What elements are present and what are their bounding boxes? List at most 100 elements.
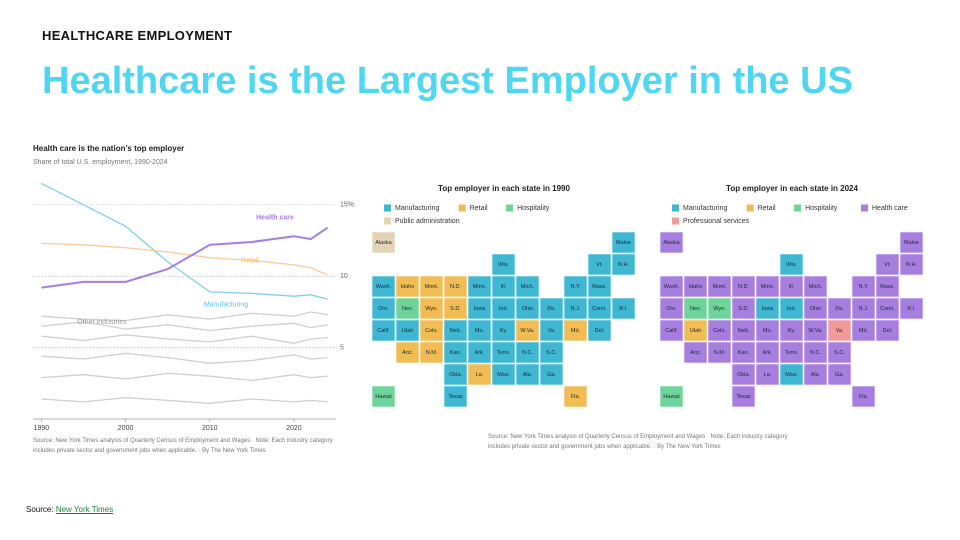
state-label: Mont. [425, 284, 439, 290]
state-tile [731, 341, 756, 364]
state-tile [899, 253, 924, 276]
state-tile [443, 363, 468, 386]
state-tile [563, 297, 588, 320]
state-label: Texas [448, 394, 463, 400]
x-tick-label: 2000 [118, 425, 134, 432]
state-label: Ala. [811, 372, 821, 378]
state-tile [539, 297, 564, 320]
state-tile [803, 275, 828, 298]
state-label: S.C. [546, 350, 557, 356]
state-label: Del. [883, 328, 893, 334]
footer: Source: New York Times [26, 505, 113, 514]
state-tile [731, 297, 756, 320]
state-tile [875, 253, 900, 276]
state-tile [371, 319, 396, 342]
state-label: Colo. [713, 328, 726, 334]
state-label: Conn. [592, 306, 607, 312]
state-tile [851, 275, 876, 298]
state-tile [755, 297, 780, 320]
state-tile [659, 275, 684, 298]
series-label: Retail [241, 257, 259, 264]
state-label: La. [476, 372, 484, 378]
state-label: Ohio [522, 306, 534, 312]
state-tile [659, 385, 684, 408]
state-tile [395, 341, 420, 364]
state-label: Ga. [835, 372, 844, 378]
state-tile [803, 319, 828, 342]
state-label: S.D. [450, 306, 461, 312]
state-tile [827, 297, 852, 320]
state-tile [851, 297, 876, 320]
state-tile [443, 275, 468, 298]
state-tile [443, 385, 468, 408]
legend-label: Hospitality [517, 205, 550, 212]
state-label: Md. [571, 328, 581, 334]
series-label: Manufacturing [204, 302, 248, 309]
state-label: N.M. [426, 350, 438, 356]
state-label: W.Va. [808, 328, 823, 334]
state-tile [827, 363, 852, 386]
state-tile [587, 253, 612, 276]
state-label: Utah [690, 328, 702, 334]
state-label: Va. [548, 328, 556, 334]
state-label: Pa. [835, 306, 844, 312]
state-label: Neb. [450, 328, 462, 334]
line [41, 372, 328, 382]
legend-label: Health care [872, 205, 908, 212]
state-tile [371, 297, 396, 320]
state-label: S.D. [738, 306, 749, 312]
state-label: N.J. [571, 306, 581, 312]
state-tile [563, 385, 588, 408]
state-label: N.D. [738, 284, 749, 290]
state-label: Wash. [376, 284, 392, 290]
state-tile [539, 363, 564, 386]
state-label: Ga. [547, 372, 556, 378]
state-tile [707, 341, 732, 364]
source-link[interactable]: New York Times [55, 505, 114, 514]
state-label: R.I. [907, 306, 916, 312]
x-tick-label: 1990 [34, 425, 50, 432]
state-label: Wyo. [713, 306, 726, 312]
state-tile [683, 341, 708, 364]
state-label: N.C. [810, 350, 821, 356]
state-tile [779, 253, 804, 276]
series-label: Other industries [77, 319, 127, 326]
state-tile [899, 231, 924, 254]
legend-label: Retail [758, 205, 776, 212]
state-tile [659, 319, 684, 342]
legend-swatch [672, 217, 679, 225]
x-tick-label: 2010 [202, 425, 218, 432]
state-tile [443, 341, 468, 364]
state-label: N.D. [450, 284, 461, 290]
legend-swatch [861, 204, 868, 212]
state-label: Maine [616, 240, 631, 246]
state-tile [611, 297, 636, 320]
state-tile [419, 341, 444, 364]
state-label: Alaska [663, 240, 680, 246]
legend-label: Hospitality [805, 205, 838, 212]
legend-label: Manufacturing [683, 205, 727, 212]
state-label: Alaska [375, 240, 392, 246]
state-tile [755, 275, 780, 298]
state-tile [467, 275, 492, 298]
state-tile [875, 297, 900, 320]
state-tile [731, 319, 756, 342]
state-label: Ariz. [402, 350, 413, 356]
legend-label: Retail [470, 205, 488, 212]
state-tile [803, 297, 828, 320]
state-label: Va. [836, 328, 844, 334]
legend-swatch [384, 217, 391, 225]
maps-source-note: Source: New York Times analysis of Quart… [488, 434, 788, 450]
state-label: Mich. [809, 284, 823, 290]
state-tile [611, 231, 636, 254]
state-label: Mo. [763, 328, 773, 334]
state-tile [515, 275, 540, 298]
state-tile [419, 319, 444, 342]
state-tile [491, 341, 516, 364]
x-tick-label: 2020 [286, 425, 302, 432]
state-label: N.Y. [571, 284, 581, 290]
state-label: Ill. [501, 284, 507, 290]
state-tile [707, 319, 732, 342]
state-tile [779, 297, 804, 320]
